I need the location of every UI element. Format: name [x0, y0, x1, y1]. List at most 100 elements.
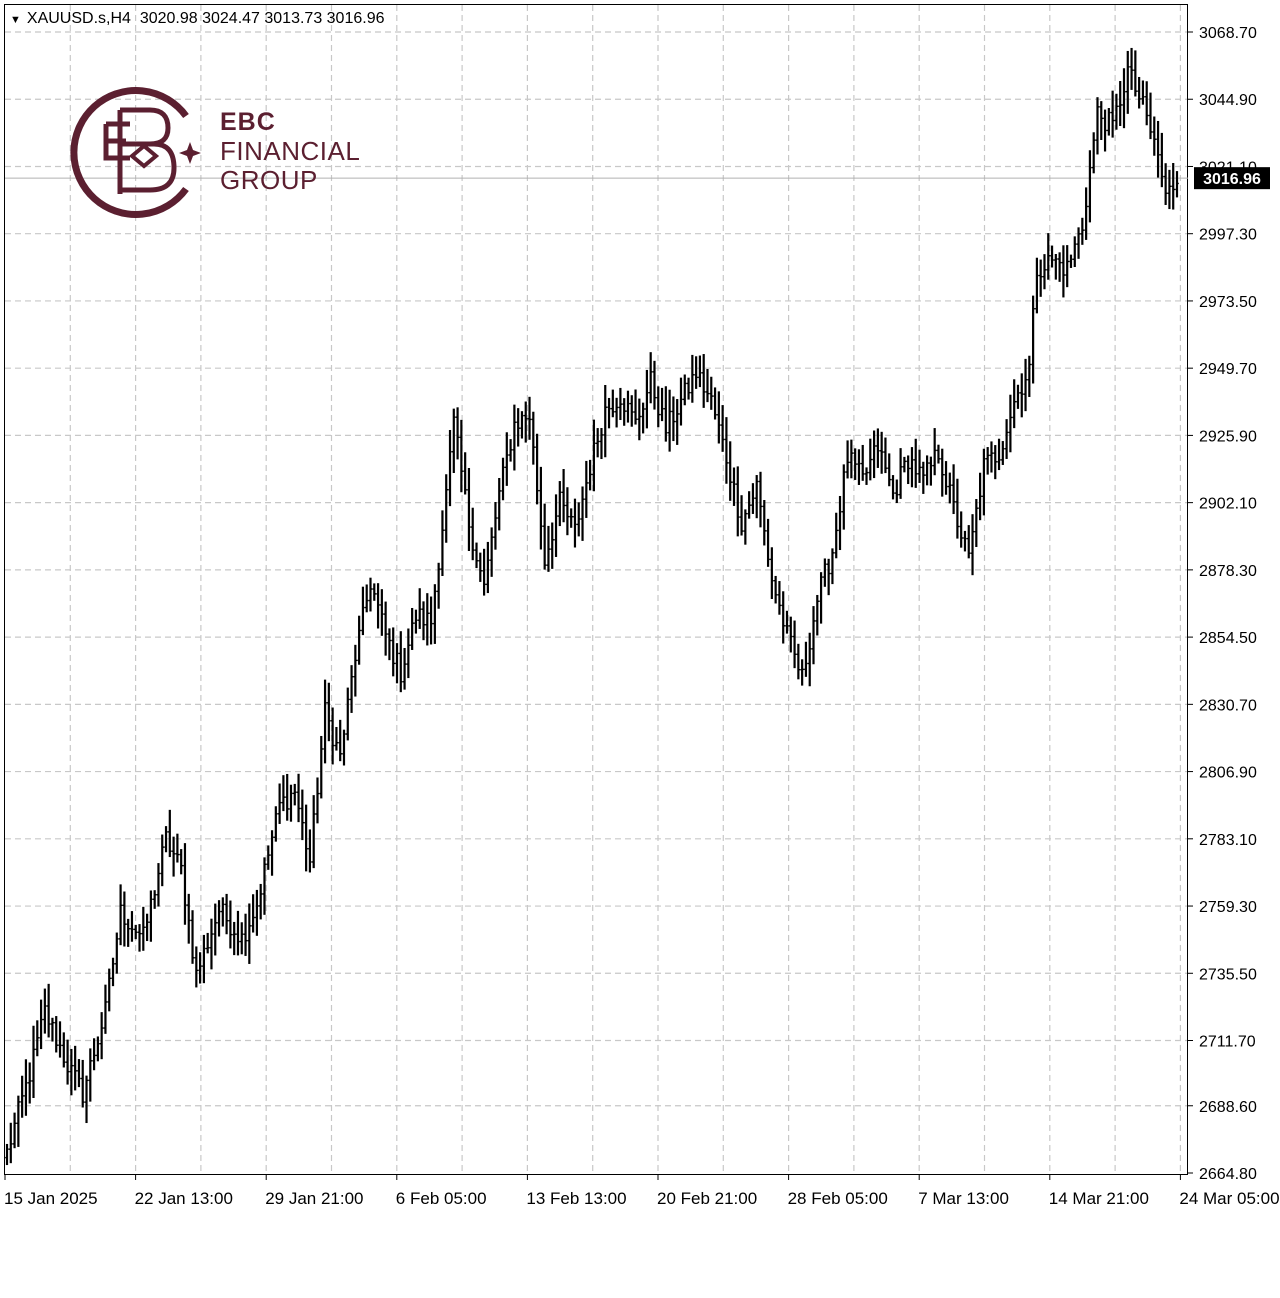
ohlc-bar	[61, 1032, 66, 1068]
ohlc-bar	[974, 499, 979, 547]
ohlc-bar	[932, 428, 937, 476]
ohlc-bar	[5, 1143, 9, 1166]
ohlc-bar	[826, 558, 831, 596]
ohlc-bar	[361, 586, 365, 636]
ohlc-bar	[728, 441, 733, 501]
ohlc-bar	[664, 386, 668, 442]
ohlc-bar	[228, 900, 233, 949]
ohlc-bar	[349, 665, 354, 713]
y-tick-label: 3044.90	[1199, 92, 1257, 109]
ohlc-bar	[1008, 394, 1013, 453]
ohlc-bar	[383, 601, 388, 656]
dropdown-triangle-icon[interactable]: ▼	[10, 14, 21, 26]
ohlc-bar	[50, 1017, 55, 1042]
x-tick-label: 15 Jan 2025	[4, 1189, 98, 1208]
ohlc-bar	[122, 891, 127, 947]
y-tick-label: 2830.70	[1199, 697, 1257, 714]
x-tick-label: 28 Feb 05:00	[788, 1189, 888, 1208]
symbol-label: XAUUSD.s,H4	[26, 10, 131, 27]
y-tick-label: 2759.30	[1199, 899, 1257, 916]
ohlc-bar	[637, 398, 642, 441]
x-axis: 15 Jan 2025 22 Jan 13:00 29 Jan 21:00 6 Feb…	[4, 1174, 1280, 1208]
ohlc-bar	[285, 773, 289, 821]
ohlc-bar	[357, 615, 361, 665]
ohlc-bar	[213, 903, 218, 956]
ohlc-bar	[580, 486, 585, 541]
ohlc-bar	[486, 541, 490, 594]
ohlc-bar	[262, 857, 267, 915]
ohlc-bar	[111, 957, 115, 987]
ohlc-bar	[505, 432, 509, 486]
ohlc-bar	[777, 581, 782, 615]
ohlc-bar	[717, 391, 721, 444]
ohlc-bar	[406, 628, 411, 679]
ohlc-bar	[266, 845, 271, 870]
ohlc-bar	[31, 1025, 36, 1099]
ohlc-bar	[327, 682, 331, 742]
ohlc-bar	[247, 903, 252, 964]
ohlc-bar	[520, 411, 524, 439]
ohlc-bar	[65, 1039, 70, 1085]
y-tick-label: 2688.60	[1199, 1099, 1257, 1116]
ohlc-bar	[88, 1048, 93, 1102]
ohlc-bar	[152, 890, 157, 909]
y-tick-label: 2806.90	[1199, 765, 1257, 782]
ohlc-bar	[913, 438, 918, 488]
ohlc-bar	[694, 356, 698, 389]
ohlc-bar	[1023, 358, 1028, 412]
ohlc-bar	[1152, 116, 1157, 156]
ohlc-bar	[330, 707, 335, 765]
ohlc-bar	[838, 495, 842, 551]
logo-line-group: GROUP	[220, 165, 318, 195]
ohlc-bar	[845, 440, 850, 479]
ohlc-bar	[292, 783, 297, 806]
ohlc-bar	[99, 1012, 104, 1060]
current-price-box	[1194, 167, 1270, 190]
ohlc-bar	[501, 457, 505, 501]
ohlc-bar	[402, 647, 407, 690]
ohlc-bar	[497, 478, 502, 531]
ohlc-bar	[940, 448, 945, 497]
ohlc-bar	[1091, 132, 1096, 174]
ohlc-bar	[925, 455, 929, 486]
ohlc-bar	[944, 461, 948, 495]
ohlc-bar	[1027, 355, 1032, 397]
ohlc-bar	[641, 402, 645, 434]
ohlc-bar	[194, 946, 199, 988]
ohlc-bar	[243, 913, 248, 956]
ohlc-bar	[1118, 81, 1123, 126]
ohlc-bar	[1016, 384, 1020, 409]
ohlc-bar	[395, 643, 399, 684]
ohlc-bar	[376, 583, 380, 629]
ohlc-bar	[20, 1075, 24, 1118]
ohlc-bar	[811, 606, 816, 665]
ohlc-bar	[224, 893, 229, 935]
y-tick-label: 2735.50	[1199, 966, 1257, 983]
ohlc-bar	[96, 1036, 100, 1062]
ohlc-bar	[876, 428, 880, 468]
chart-header: ▼ XAUUSD.s,H4 3020.98 3024.47 3013.73 301…	[10, 10, 385, 28]
y-tick-label: 2997.30	[1199, 227, 1257, 244]
ohlc-bar	[27, 1062, 32, 1104]
ohlc-bar	[1144, 81, 1149, 126]
ohlc-bar	[656, 386, 661, 428]
ohlc-bar	[459, 419, 464, 493]
ohlc-bar	[929, 456, 933, 486]
ohlc-bar	[368, 577, 373, 612]
ohlc-bar	[164, 826, 168, 853]
ohlc-bar	[137, 924, 142, 952]
ohlc-bar	[39, 999, 43, 1050]
ohlc-bar	[701, 354, 706, 408]
ohlc-bar	[1061, 245, 1066, 298]
y-tick-label: 2711.70	[1199, 1034, 1256, 1051]
y-tick-label: 2973.50	[1199, 294, 1257, 311]
ohlc-bar	[558, 481, 562, 527]
ohlc-bar	[58, 1021, 62, 1058]
ohlc-bar	[334, 726, 339, 751]
ohlc-bar	[1065, 245, 1069, 288]
plot-border	[4, 4, 1188, 1175]
ohlc-bar	[1072, 236, 1077, 268]
ohlc-bar	[239, 922, 244, 955]
ohlc-bar	[807, 632, 812, 687]
ohlc-bar	[130, 911, 134, 942]
